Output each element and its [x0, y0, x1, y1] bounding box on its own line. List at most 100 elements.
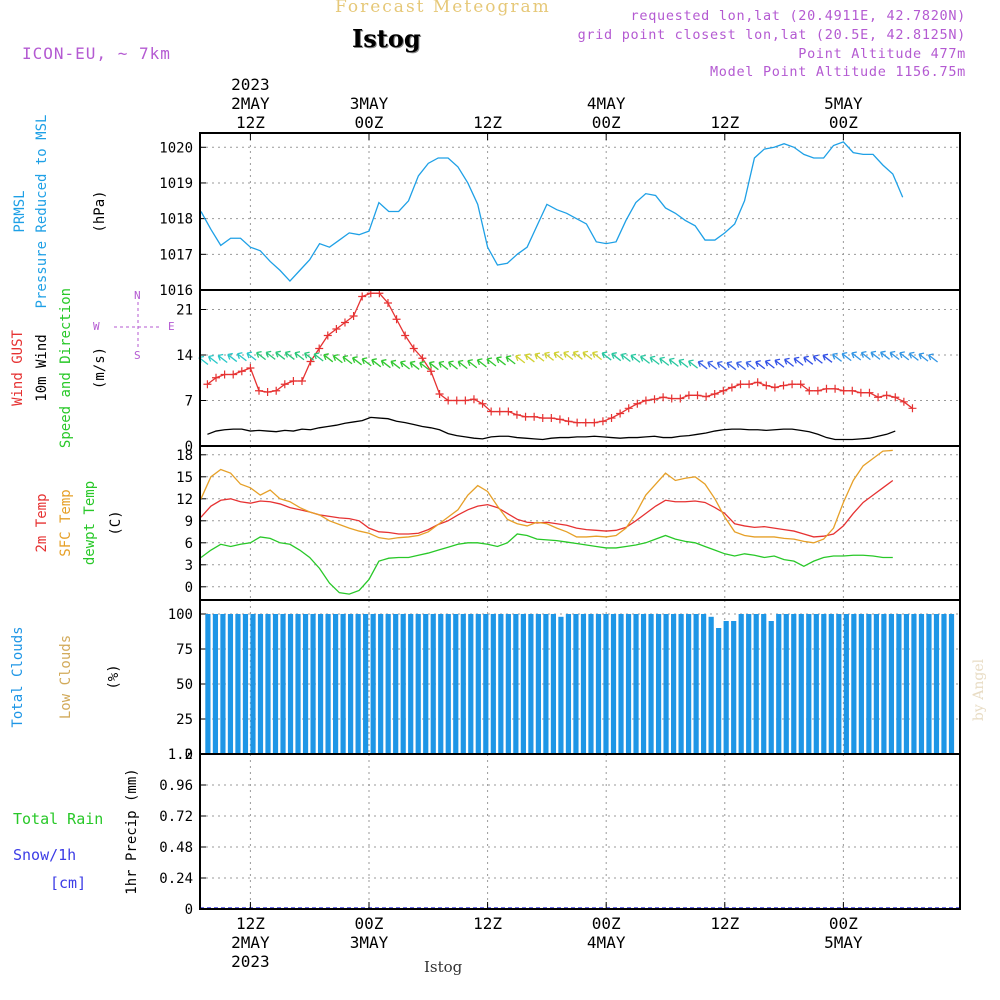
- total-cloud-bar: [235, 614, 241, 754]
- total-cloud-bar: [393, 614, 399, 754]
- wind-arrow: [313, 352, 324, 362]
- wind-arrow: [543, 351, 554, 361]
- gust-marker: [607, 414, 616, 423]
- total-cloud-bar: [686, 614, 692, 754]
- gust-marker: [461, 396, 470, 405]
- gust-marker: [349, 312, 358, 320]
- gust-marker: [899, 397, 908, 406]
- total-cloud-bar: [513, 614, 519, 754]
- gust-marker: [865, 388, 874, 397]
- total-cloud-bar: [535, 614, 541, 754]
- wind-arrow: [255, 351, 266, 361]
- gust-marker: [409, 344, 418, 353]
- total-cloud-bar: [738, 614, 744, 754]
- gust-marker: [874, 393, 883, 402]
- gust-marker: [891, 393, 900, 402]
- y-axis-label: dewpt Temp: [82, 481, 98, 565]
- gust-marker: [289, 377, 298, 385]
- total-cloud-bar: [325, 614, 331, 754]
- wind-arrow: [582, 350, 593, 360]
- total-cloud-bar: [723, 621, 729, 754]
- total-cloud-bar: [528, 614, 534, 754]
- rain-label: Total Rain: [13, 810, 103, 828]
- gust-marker: [392, 315, 401, 324]
- gust-marker: [779, 381, 788, 390]
- total-cloud-bar: [783, 614, 789, 754]
- total-cloud-bar: [791, 614, 797, 754]
- wind-arrow: [591, 350, 602, 361]
- total-cloud-bar: [828, 614, 834, 754]
- total-cloud-bar: [843, 614, 849, 754]
- total-cloud-bar: [423, 614, 429, 754]
- wind-arrow: [486, 357, 497, 367]
- gust-marker: [753, 378, 762, 387]
- total-cloud-bar: [948, 614, 955, 754]
- wind-arrow: [303, 351, 314, 361]
- total-cloud-bar: [400, 614, 406, 754]
- wind-arrow: [572, 350, 583, 360]
- gust-marker: [452, 396, 461, 405]
- total-cloud-bar: [648, 614, 654, 754]
- wind-arrow: [563, 350, 574, 360]
- wind-arrow: [323, 353, 334, 363]
- gust-marker: [555, 415, 564, 424]
- wind-arrow: [505, 355, 516, 365]
- total-cloud-bar: [588, 614, 594, 754]
- compass-south: S: [134, 349, 141, 362]
- wind-arrow: [342, 355, 353, 365]
- top-time-label: 2MAY: [231, 94, 270, 113]
- top-time-label: 5MAY: [824, 94, 863, 113]
- total-cloud-bar: [340, 614, 346, 754]
- model-label: ICON-EU, ~ 7km: [22, 44, 171, 63]
- wind-arrow: [668, 357, 679, 367]
- gust-marker: [444, 396, 453, 405]
- gust-marker: [435, 390, 444, 398]
- compass-cross: [114, 302, 160, 350]
- wind-arrow: [332, 354, 343, 364]
- gust-marker: [487, 407, 496, 416]
- wind-arrow: [207, 354, 218, 364]
- compass-east: E: [168, 320, 175, 333]
- total-cloud-bar: [625, 614, 632, 754]
- top-time-label: 00Z: [355, 113, 384, 132]
- top-time-label: 4MAY: [587, 94, 626, 113]
- wind-arrow: [927, 353, 938, 363]
- gust-marker: [839, 386, 848, 395]
- gust-marker: [650, 395, 659, 404]
- gust-marker: [667, 394, 676, 403]
- y-tick-label: 1017: [159, 247, 193, 263]
- total-cloud-bar: [558, 616, 564, 754]
- top-time-label: 00Z: [592, 113, 621, 132]
- total-cloud-bar: [460, 614, 466, 754]
- total-cloud-bar: [911, 614, 917, 754]
- gust-marker: [745, 380, 754, 389]
- total-cloud-bar: [227, 614, 234, 754]
- total-cloud-bar: [655, 614, 662, 754]
- y-axis-label: Pressure Reduced to MSL: [34, 115, 50, 309]
- total-cloud-bar: [866, 614, 872, 754]
- model-point-altitude: Model Point Altitude 1156.75m: [709, 64, 966, 80]
- wind-arrow: [803, 355, 814, 365]
- y-tick-label: 0: [185, 580, 193, 596]
- gust-marker: [831, 384, 840, 393]
- wind-arrow: [687, 359, 698, 369]
- gust-marker: [590, 418, 599, 427]
- wind-arrow: [246, 351, 257, 361]
- gust-marker: [495, 407, 504, 416]
- gust-marker: [788, 380, 797, 389]
- total-cloud-bar: [573, 614, 579, 754]
- wind-arrow: [428, 361, 439, 371]
- wind-arrow: [476, 358, 487, 368]
- wind-arrow: [918, 352, 929, 362]
- wind-arrow: [755, 360, 766, 370]
- wind-arrow: [735, 360, 746, 371]
- y-axis-label: 2m Temp: [34, 493, 50, 552]
- gust-marker: [401, 331, 410, 340]
- total-cloud-bar: [250, 614, 256, 754]
- gust-marker: [882, 391, 891, 400]
- gust-marker: [693, 391, 702, 400]
- top-time-label: 12Z: [236, 113, 265, 132]
- wind-arrow: [879, 350, 890, 360]
- wind-arrow: [236, 352, 247, 362]
- wind-arrow: [841, 352, 852, 362]
